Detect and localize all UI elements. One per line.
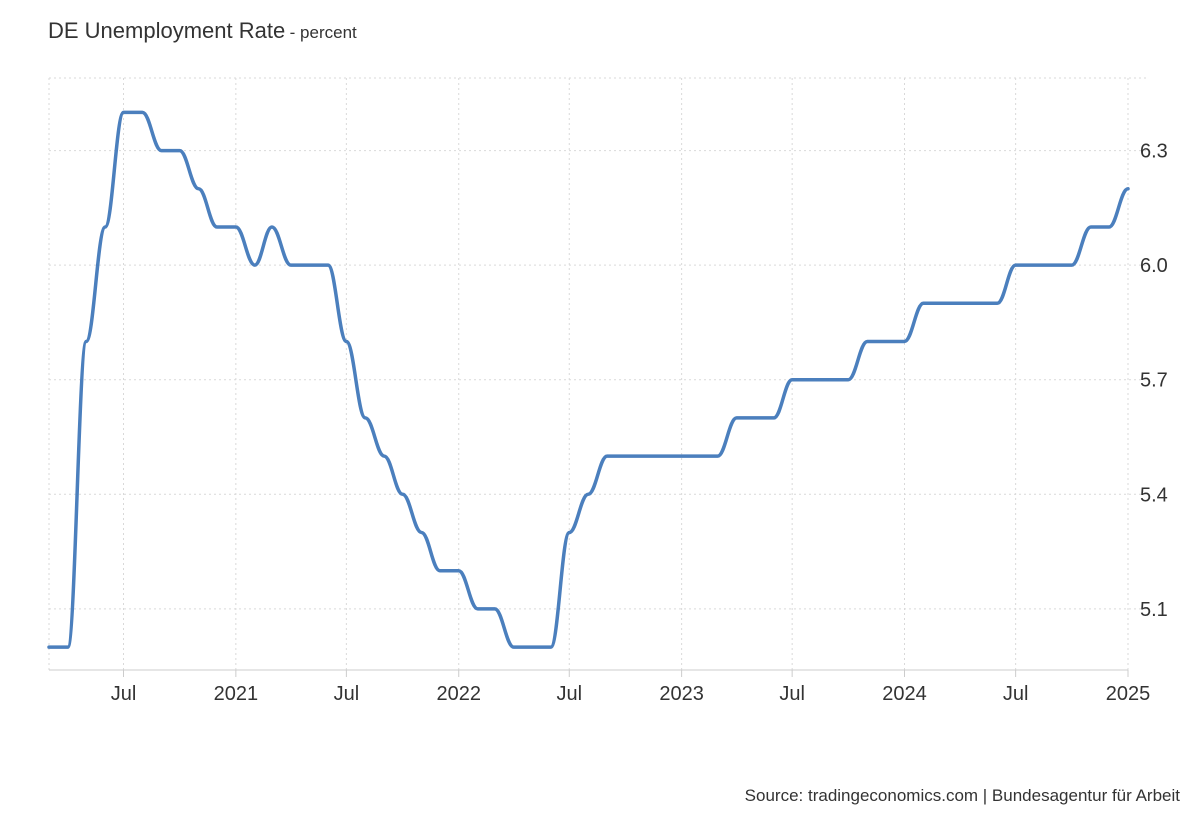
y-tick-label: 5.1 <box>1140 599 1168 621</box>
y-tick-label: 5.4 <box>1140 484 1168 506</box>
chart-header: DE Unemployment Rate - percent <box>48 18 357 44</box>
x-tick-label: Jul <box>1003 683 1029 705</box>
y-axis-ticks: 5.1 5.4 5.7 6.0 6.3 <box>1140 141 1168 621</box>
grid-lines <box>48 77 1148 670</box>
x-tick-label: Jul <box>334 683 360 705</box>
x-axis-ticks: Jul 2021 Jul 2022 Jul 2023 Jul 2024 Jul 2025 <box>111 670 1151 705</box>
y-tick-label: 6.0 <box>1140 255 1168 277</box>
x-tick-label: 2023 <box>659 683 704 705</box>
chart-title: DE Unemployment Rate <box>48 18 286 43</box>
y-tick-label: 5.7 <box>1140 370 1168 392</box>
source-note: Source: tradingeconomics.com | Bundesage… <box>744 786 1180 805</box>
x-tick-label: 2022 <box>436 683 481 705</box>
series-line <box>47 110 1130 649</box>
x-tick-label: Jul <box>556 683 582 705</box>
chart-subtitle: - percent <box>289 23 357 42</box>
x-tick-label: 2021 <box>214 683 259 705</box>
x-tick-label: 2024 <box>882 683 927 705</box>
x-tick-label: Jul <box>111 683 137 705</box>
x-tick-label: 2025 <box>1106 683 1151 705</box>
y-tick-label: 6.3 <box>1140 141 1168 163</box>
x-tick-label: Jul <box>779 683 805 705</box>
